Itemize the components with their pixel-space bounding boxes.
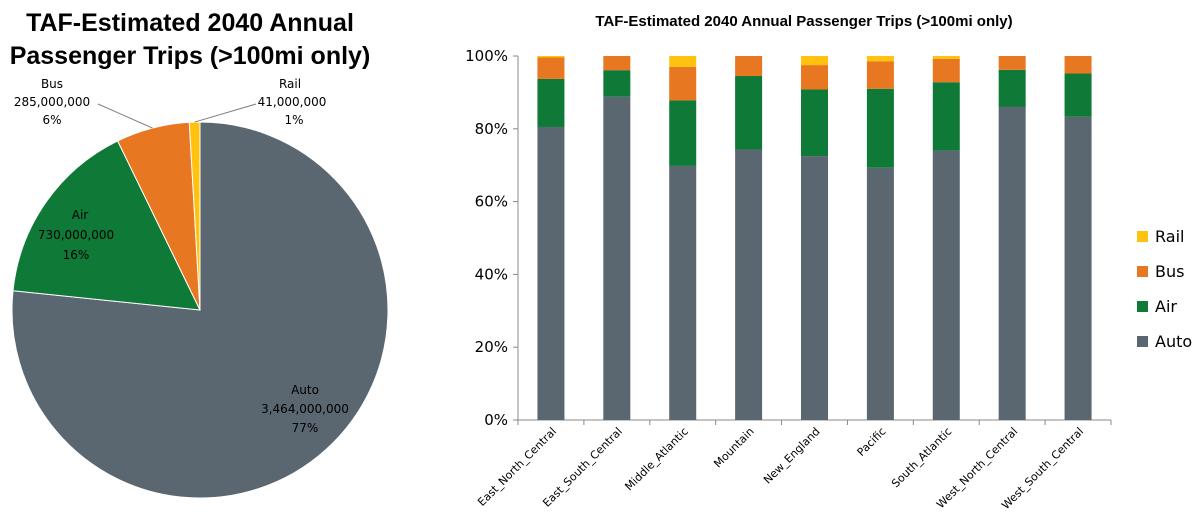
y-tick-label: 100%: [465, 47, 508, 65]
bar-chart-legend: Rail Bus Air Auto: [1137, 227, 1192, 351]
pie-label-auto-percent: 77%: [292, 421, 319, 435]
pie-leader-lines: [97, 103, 257, 129]
pie-label-rail-percent: 1%: [284, 113, 303, 127]
y-tick-label: 80%: [475, 120, 508, 138]
bar-segment-auto-mountain: [735, 149, 763, 421]
pie-label-bus-percent: 6%: [42, 113, 61, 127]
bar-segment-auto-south-atlantic: [932, 150, 960, 420]
pie-label-auto: Auto 3,464,000,000 77%: [261, 383, 349, 435]
bar-segment-auto-east-south-central: [603, 96, 631, 421]
pie-chart: TAF-Estimated 2040 Annual Passenger Trip…: [10, 9, 389, 499]
bar-segment-air-east-north-central: [537, 78, 565, 127]
legend-swatch-bus: [1137, 266, 1148, 277]
legend-swatch-air: [1137, 301, 1148, 312]
bar-segment-air-pacific: [866, 88, 894, 168]
x-category-label-middle-atlantic: Middle_Atlantic: [622, 425, 690, 493]
bar-segment-auto-west-south-central: [1064, 116, 1092, 420]
bar-segment-air-east-south-central: [603, 70, 631, 97]
pie-label-air: Air 730,000,000 16%: [38, 208, 114, 262]
bar-segment-air-south-atlantic: [932, 82, 960, 151]
pie-label-bus: Bus 285,000,000 6%: [14, 77, 90, 127]
bar-segment-auto-new-england: [801, 156, 828, 420]
bar-segment-auto-east-north-central: [537, 126, 565, 420]
legend-label-air: Air: [1155, 297, 1177, 316]
y-tick-label: 60%: [475, 193, 508, 211]
bar-segment-bus-east-north-central: [537, 57, 565, 79]
y-tick-label: 20%: [475, 338, 508, 356]
bar-chart-y-tick-labels: 0% 20% 40% 60% 80% 100%: [465, 47, 508, 429]
pie-label-rail: Rail 41,000,000 1%: [258, 77, 327, 127]
pie-leader-line-rail: [194, 103, 257, 123]
pie-chart-title-line-1: TAF-Estimated 2040 Annual: [26, 9, 354, 37]
pie-slices: [11, 121, 389, 499]
x-category-label-pacific: Pacific: [855, 425, 889, 459]
stacked-bar-chart: TAF-Estimated 2040 Annual Passenger Trip…: [465, 13, 1192, 512]
pie-slice-air: [12, 140, 201, 311]
pie-label-bus-value: 285,000,000: [14, 95, 90, 109]
bar-segment-rail-south-atlantic: [932, 56, 960, 59]
pie-leader-line-bus: [97, 103, 153, 129]
bar-segment-bus-new-england: [801, 65, 828, 90]
x-category-label-south-atlantic: South_Atlantic: [889, 425, 954, 490]
bar-segment-bus-mountain: [735, 56, 763, 77]
legend-swatch-auto: [1137, 336, 1148, 347]
bar-segment-bus-west-north-central: [998, 56, 1026, 70]
bar-segment-air-new-england: [801, 89, 828, 157]
bar-segment-air-mountain: [735, 76, 763, 150]
bar-segment-air-middle-atlantic: [669, 100, 697, 166]
bar-segment-air-west-south-central: [1064, 73, 1092, 117]
bar-segment-auto-west-north-central: [998, 106, 1026, 421]
bar-segment-rail-east-north-central: [537, 56, 565, 58]
y-tick-label: 40%: [475, 265, 508, 283]
bar-chart-category-labels: East_North_CentralEast_South_CentralMidd…: [475, 425, 1086, 512]
pie-label-rail-value: 41,000,000: [258, 95, 327, 109]
bar-chart-bars: [537, 56, 1092, 421]
bar-segment-bus-south-atlantic: [932, 58, 960, 83]
bar-chart-title: TAF-Estimated 2040 Annual Passenger Trip…: [595, 13, 1012, 30]
x-category-label-mountain: Mountain: [711, 425, 756, 470]
legend-swatch-rail: [1137, 231, 1148, 242]
pie-label-auto-name: Auto: [291, 383, 319, 397]
pie-chart-title-line-2: Passenger Trips (>100mi only): [10, 42, 371, 70]
y-tick-label: 0%: [484, 411, 508, 429]
bar-segment-bus-east-south-central: [603, 56, 631, 71]
bar-segment-rail-middle-atlantic: [669, 56, 697, 67]
bar-segment-auto-pacific: [866, 167, 894, 420]
bar-segment-bus-pacific: [866, 61, 894, 89]
bar-segment-air-west-north-central: [998, 69, 1026, 107]
pie-label-bus-name: Bus: [41, 77, 63, 91]
pie-label-air-name: Air: [72, 208, 89, 222]
bar-segment-rail-pacific: [866, 56, 894, 62]
bar-segment-bus-middle-atlantic: [669, 66, 697, 101]
pie-label-air-value: 730,000,000: [38, 228, 114, 242]
bar-segment-auto-middle-atlantic: [669, 165, 697, 420]
pie-label-auto-value: 3,464,000,000: [261, 402, 349, 416]
legend-label-bus: Bus: [1155, 262, 1184, 281]
legend-label-auto: Auto: [1155, 332, 1192, 351]
bar-segment-bus-west-south-central: [1064, 56, 1092, 74]
x-category-label-new-england: New_England: [761, 425, 823, 487]
pie-label-rail-name: Rail: [279, 77, 301, 91]
legend-label-rail: Rail: [1155, 227, 1184, 246]
bar-segment-rail-new-england: [801, 56, 828, 66]
pie-label-air-percent: 16%: [63, 248, 90, 262]
